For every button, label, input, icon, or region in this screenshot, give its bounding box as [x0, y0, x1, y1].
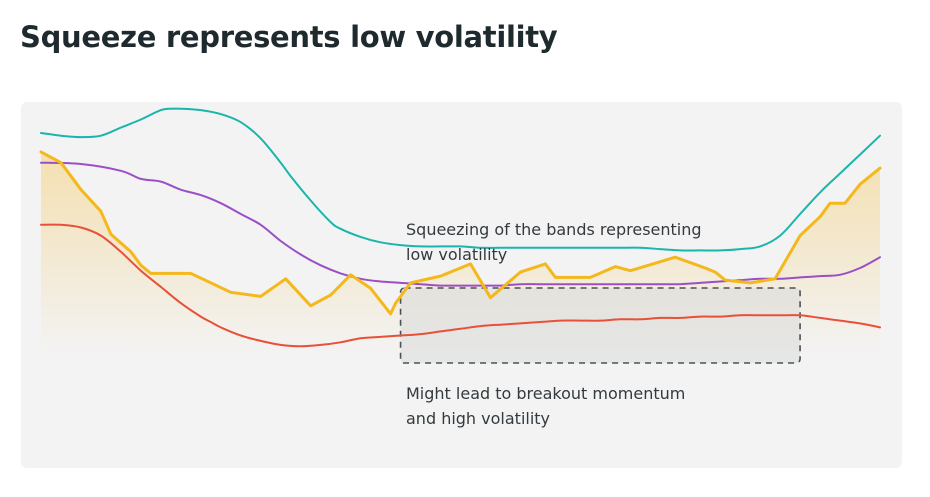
lower-band-line: [40, 223, 881, 348]
squeeze-region-box: [399, 287, 801, 364]
annotation-squeeze-line-2: low volatility: [406, 245, 508, 264]
annotation-squeeze-line-1: Squeezing of the bands representing: [406, 220, 702, 239]
annotation-breakout: Might lead to breakout momentum and high…: [406, 381, 746, 431]
page-title: Squeeze represents low volatility: [20, 20, 558, 54]
upper-band-line: [40, 107, 881, 252]
price-line: [39, 150, 882, 316]
annotation-breakout-line-1: Might lead to breakout momentum: [406, 384, 686, 403]
annotation-breakout-line-2: and high volatility: [406, 409, 551, 428]
annotation-squeeze: Squeezing of the bands representing low …: [406, 217, 746, 267]
middle-band-line: [40, 161, 881, 287]
